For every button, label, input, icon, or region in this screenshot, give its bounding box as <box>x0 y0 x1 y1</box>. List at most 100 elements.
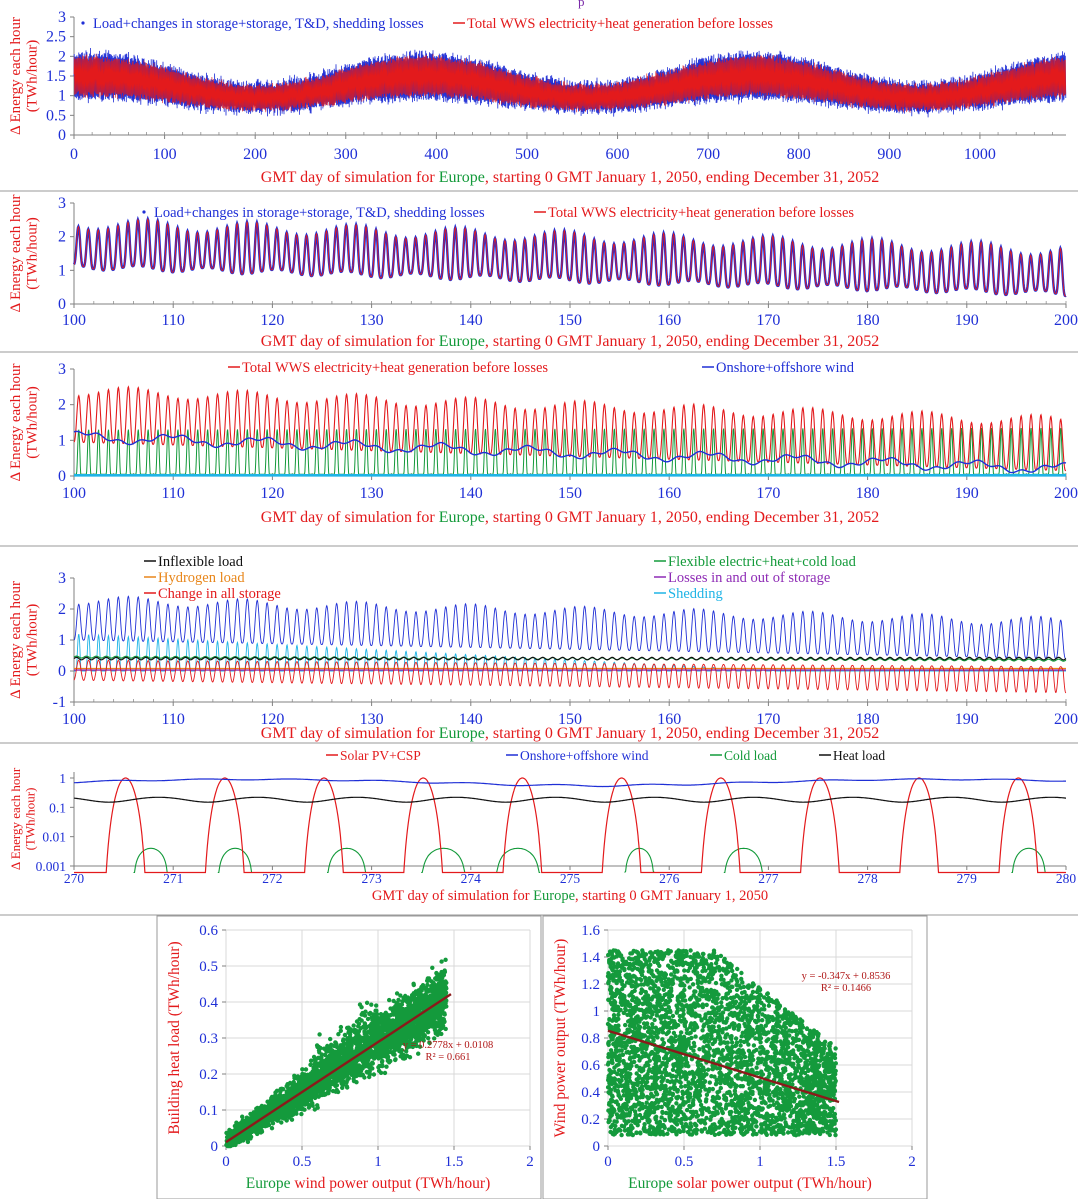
chart-2: 0 1 2 3 100 110 120 130 140 150 160 170 180 190 200 Δ E… <box>8 194 1078 350</box>
header-fragment: p <box>578 0 585 9</box>
y-tick-label: 0.8 <box>581 1031 600 1047</box>
x-tick-label: 700 <box>696 146 720 163</box>
y-tick-label: 0.4 <box>199 995 218 1011</box>
y-axis-label: Wind power output (TWh/hour) <box>552 939 569 1138</box>
x-tick-label: 130 <box>360 312 384 329</box>
x-tick-label: 900 <box>877 146 901 163</box>
x-axis-label-part: , starting 0 GMT January 1, 2050, ending… <box>485 169 879 186</box>
y-tick-label: 0 <box>58 296 66 313</box>
x-axis-label-part: Europe <box>439 169 485 186</box>
series-line <box>73 53 1067 113</box>
x-tick-label: 120 <box>260 711 284 728</box>
x-axis-label-part: GMT day of simulation for <box>372 888 533 904</box>
x-tick-label: 275 <box>560 871 581 886</box>
x-axis-label-part: , starting 0 GMT January 1, 2050 <box>575 888 768 904</box>
x-tick-label: 0 <box>222 1154 230 1170</box>
series-line <box>73 385 1066 472</box>
x-axis-label-part: Europe <box>533 888 575 904</box>
r-squared: R² = 0.1466 <box>821 983 871 994</box>
x-axis-label-part: GMT day of simulation for <box>261 509 439 526</box>
x-tick-label: 800 <box>787 146 811 163</box>
r-squared: R² = 0.661 <box>426 1052 471 1063</box>
y-tick-label: 1 <box>58 262 66 279</box>
trendline <box>607 1029 840 1104</box>
x-tick-label: 2 <box>526 1154 534 1170</box>
scatter-points <box>224 957 449 1149</box>
scatter-points <box>605 948 839 1138</box>
legend-entry: Heat load <box>833 748 885 763</box>
series-line <box>495 847 541 874</box>
legend-entry: Flexible electric+heat+cold load <box>668 554 857 570</box>
legend-entry: Losses in and out of storage <box>668 570 830 586</box>
legend-entry: Onshore+offshore wind <box>520 748 649 763</box>
x-tick-label: 200 <box>1054 711 1078 728</box>
series-line <box>133 847 169 874</box>
y-tick-label: 3 <box>58 9 66 26</box>
y-tick-label: 1.6 <box>581 923 600 939</box>
y-tick-label: 0.6 <box>199 923 218 939</box>
x-tick-label: 160 <box>657 485 681 502</box>
series-line <box>1011 847 1047 874</box>
series-line <box>327 847 367 874</box>
legend-entry: Change in all storage <box>158 586 281 602</box>
y-tick-label: 0.5 <box>199 959 218 975</box>
x-tick-label: 280 <box>1056 871 1077 886</box>
y-tick-label: 0.001 <box>36 859 66 874</box>
y-axis-label: Δ Energy each hour(TWh/hour) <box>8 17 41 135</box>
x-tick-label: 600 <box>606 146 630 163</box>
x-tick-label: 1 <box>374 1154 382 1170</box>
x-tick-label: 277 <box>758 871 779 886</box>
y-tick-label: 0.3 <box>199 1031 218 1047</box>
x-tick-label: 130 <box>360 711 384 728</box>
series-line <box>74 633 1066 672</box>
y-tick-label: 2 <box>58 397 66 414</box>
y-tick-label: 1 <box>58 88 66 105</box>
x-axis-label: Europe solar power output (TWh/hour) <box>628 1175 872 1192</box>
x-tick-label: 180 <box>856 485 880 502</box>
x-tick-label: 278 <box>857 871 878 886</box>
chart-5: 0.001 0.01 0.1 1 270 271 272 273 274 275 276 277 278… <box>8 748 1076 904</box>
x-axis-label: GMT day of simulation for Europe, starti… <box>261 333 879 350</box>
x-tick-label: 272 <box>262 871 282 886</box>
x-axis-label: Europe wind power output (TWh/hour) <box>246 1175 491 1192</box>
y-tick-label: 0.2 <box>199 1067 218 1083</box>
x-tick-label: 273 <box>361 871 382 886</box>
x-tick-label: 1 <box>756 1154 764 1170</box>
y-tick-label: 0.1 <box>199 1103 218 1119</box>
trend-equation: y = -0.347x + 0.8536 <box>802 971 891 982</box>
x-axis-label: GMT day of simulation for Europe, starti… <box>261 509 879 526</box>
x-tick-label: 150 <box>558 485 582 502</box>
y-tick-label: 1.4 <box>581 950 600 966</box>
series-line <box>73 656 1067 661</box>
y-tick-label: 1 <box>58 432 66 449</box>
x-axis-label-part: GMT day of simulation for <box>261 725 439 742</box>
series-line <box>421 847 466 874</box>
x-tick-label: 0 <box>604 1154 612 1170</box>
x-tick-label: 150 <box>558 711 582 728</box>
series-line <box>73 778 1066 788</box>
y-tick-label: 1 <box>593 1004 601 1020</box>
x-tick-label: 0.5 <box>293 1154 312 1170</box>
x-tick-label: 279 <box>957 871 978 886</box>
trendline <box>225 993 452 1144</box>
y-tick-label: 2.5 <box>46 29 66 46</box>
y-tick-label: 0.4 <box>581 1085 600 1101</box>
chart-frame <box>156 915 542 1199</box>
legend-entry: Onshore+offshore wind <box>716 360 855 376</box>
x-axis-label-part: Europe <box>439 725 485 742</box>
y-tick-label: 1.5 <box>46 68 66 85</box>
series-line <box>74 777 1066 874</box>
x-axis-label-part: GMT day of simulation for <box>261 333 439 350</box>
x-axis-label-part: Europe <box>439 509 485 526</box>
legend-entry: Cold load <box>724 748 777 763</box>
legend-entry: Total WWS electricity+heat generation be… <box>467 16 773 32</box>
y-tick-label: 0 <box>593 1139 601 1155</box>
legend-entry: Load+changes in storage+storage, T&D, sh… <box>154 205 485 221</box>
x-tick-label: 120 <box>260 312 284 329</box>
y-axis-label: Δ Energy each hour(TWh/hour) <box>8 767 37 870</box>
x-axis-label-part: Europe <box>439 333 485 350</box>
x-tick-label: 0.5 <box>675 1154 694 1170</box>
x-tick-label: 170 <box>756 711 780 728</box>
x-axis-label: GMT day of simulation for Europe, starti… <box>261 725 879 742</box>
x-axis-label-part: GMT day of simulation for <box>261 169 439 186</box>
